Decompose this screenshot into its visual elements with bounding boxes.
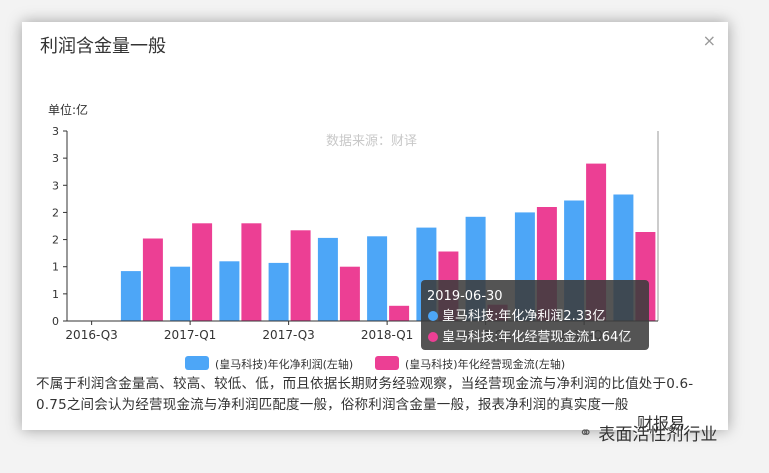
bar-cash-flow xyxy=(389,305,410,321)
source-label: 数据来源：财译 xyxy=(326,134,417,149)
y-tick-label: 2 xyxy=(52,234,59,247)
y-tick-label: 2 xyxy=(52,206,59,219)
y-tick-label: 3 xyxy=(52,179,59,192)
bar-net-profit xyxy=(268,262,289,321)
bar-cash-flow xyxy=(241,223,262,321)
bar-cash-flow xyxy=(290,230,311,321)
tooltip-row: 皇马科技:年化经营现金流1.64亿 xyxy=(442,329,631,345)
tooltip-dot xyxy=(428,332,438,342)
legend-swatch xyxy=(375,356,399,370)
description-text: 不属于利润含金量高、较高、较低、低，而且依据长期财务经验观察，当经营现金流与净利… xyxy=(36,376,694,413)
close-icon[interactable]: × xyxy=(702,31,716,50)
y-tick-label: 1 xyxy=(52,288,59,301)
watermark-brand: 表面活性剂行业 xyxy=(598,425,718,445)
tooltip-box xyxy=(421,280,649,350)
legend-swatch xyxy=(185,356,209,370)
x-tick-label: 2016-Q3 xyxy=(65,328,117,342)
y-tick-label: 3 xyxy=(52,152,59,165)
legend-label: (皇马科技)年化经营现金流(左轴) xyxy=(405,357,565,371)
tooltip-title: 2019-06-30 xyxy=(427,289,503,304)
y-tick-label: 3 xyxy=(52,125,59,138)
bar-net-profit xyxy=(317,237,338,321)
watermark: ⚭ 表面活性剂行业 xyxy=(579,420,717,445)
bar-net-profit xyxy=(170,266,191,321)
chart-card: 利润含金量一般 × 单位:亿数据来源：财译 0 1 1 2 2 3 3 3 2016-Q3 2017… xyxy=(22,22,728,434)
bar-cash-flow xyxy=(142,238,163,321)
x-tick-label: 2017-Q3 xyxy=(262,328,314,342)
y-unit-label: 单位:亿 xyxy=(48,102,88,117)
bar-net-profit xyxy=(367,236,388,321)
y-tick-label: 1 xyxy=(52,261,59,274)
bar-net-profit xyxy=(120,271,141,321)
x-tick-label: 2017-Q1 xyxy=(164,328,216,342)
y-tick-label: 0 xyxy=(52,315,59,328)
tooltip-row: 皇马科技:年化净利润2.33亿 xyxy=(442,309,605,324)
bar-cash-flow xyxy=(192,223,213,321)
watermark-small: 财报易 xyxy=(634,410,689,434)
card-title: 利润含金量一般 xyxy=(40,36,166,57)
tooltip-dot xyxy=(428,311,438,321)
bar-net-profit xyxy=(219,261,240,321)
wechat-icon: ⚭ xyxy=(579,423,593,442)
bar-cash-flow xyxy=(339,266,360,321)
legend-label: (皇马科技)年化净利润(左轴) xyxy=(215,357,353,371)
x-tick-label: 2018-Q1 xyxy=(361,328,413,342)
